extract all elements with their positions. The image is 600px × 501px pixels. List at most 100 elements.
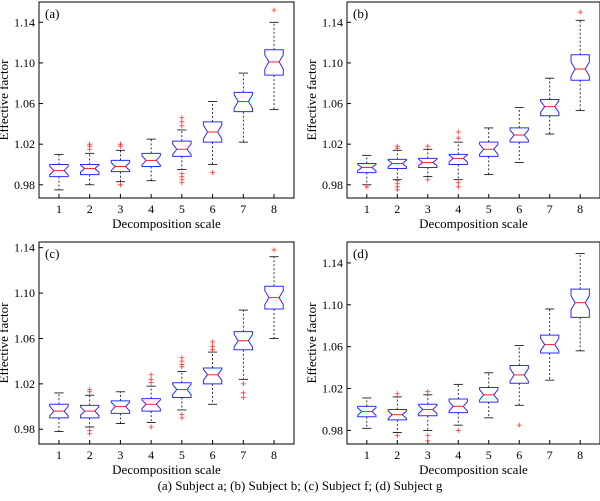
box-plot-item: [509, 345, 529, 428]
outlier-point: [117, 141, 123, 147]
outlier-point: [455, 129, 461, 135]
x-tick-label: 3: [117, 448, 123, 462]
x-tick-label: 2: [394, 202, 400, 216]
outlier-point: [240, 381, 246, 387]
x-tick-label: 1: [364, 448, 370, 462]
x-tick-label: 8: [577, 202, 583, 216]
panel-label: (a): [45, 6, 59, 21]
outlier-point: [179, 171, 185, 177]
outlier-point: [394, 433, 400, 439]
y-tick-label: 1.10: [322, 56, 343, 70]
box-plot-item: [357, 154, 377, 190]
box: [448, 153, 468, 165]
x-tick-label: 4: [455, 202, 461, 216]
y-tick-label: 0.98: [322, 178, 343, 192]
box: [233, 91, 254, 113]
box: [509, 365, 529, 384]
box: [172, 140, 192, 157]
y-tick-label: 0.98: [14, 422, 35, 436]
panel-b: (b) 0.98 1.02 1.06 1.10 1.14 1 2 3 4 5 6 7 8 Decomposi…: [304, 1, 600, 231]
box-plot-item: [264, 247, 284, 339]
outlier-point: [455, 180, 461, 186]
y-tick-label: 1.14: [14, 241, 35, 255]
outlier-point: [87, 141, 93, 147]
box: [387, 408, 407, 421]
x-tick-label: 3: [425, 448, 431, 462]
box: [357, 405, 377, 418]
box: [172, 382, 192, 398]
plot-frame: [38, 1, 295, 199]
box-plot-item: [172, 355, 192, 421]
panel-label: (d): [353, 246, 368, 261]
y-tick-label: 1.10: [14, 286, 35, 300]
y-tick-label: 1.06: [322, 97, 343, 111]
outlier-point: [271, 7, 277, 13]
outlier-point: [394, 143, 400, 149]
box-plot-item: [387, 143, 407, 193]
outlier-point: [455, 135, 461, 141]
x-tick-label: 7: [240, 202, 246, 216]
box-plot-item: [479, 127, 499, 176]
box: [202, 367, 223, 385]
box: [202, 121, 223, 143]
box-plot-item: [141, 372, 161, 430]
outlier-point: [455, 427, 461, 433]
box: [79, 404, 100, 419]
outlier-point: [394, 178, 400, 184]
box-plot-item: [540, 77, 560, 135]
panel-a: (a) 0.98 1.02 1.06 1.10 1.14 1 2 3 4 5 6 7 8 Decomposi…: [0, 1, 295, 231]
x-tick-label: 1: [364, 202, 370, 216]
y-tick-label: 1.06: [322, 340, 343, 354]
y-tick-label: 0.98: [14, 178, 35, 192]
outlier-point: [210, 343, 216, 349]
box-plot-item: [79, 141, 100, 186]
y-tick-label: 1.06: [14, 97, 35, 111]
box-plot-item: [509, 107, 529, 163]
y-tick-label: 1.02: [14, 137, 35, 151]
box: [418, 157, 438, 169]
x-tick-label: 1: [56, 202, 62, 216]
outlier-point: [148, 372, 154, 378]
outlier-point: [364, 184, 370, 190]
outlier-point: [179, 411, 185, 417]
box-plot-item: [110, 141, 131, 188]
y-axis-label: Effective factor: [0, 59, 11, 141]
box: [509, 127, 529, 143]
x-tick-label: 2: [394, 448, 400, 462]
box: [418, 403, 438, 417]
box-plot-item: [418, 389, 438, 444]
box: [479, 141, 499, 157]
y-tick-label: 0.98: [322, 423, 343, 437]
box: [540, 98, 560, 117]
x-tick-label: 8: [271, 202, 277, 216]
x-tick-label: 4: [148, 448, 154, 462]
box-plot-item: [49, 153, 69, 191]
box-plot-item: [141, 138, 161, 182]
y-tick-label: 1.02: [322, 137, 343, 151]
box-plot-item: [110, 391, 131, 424]
box: [264, 285, 284, 310]
box-plot-item: [79, 387, 100, 437]
box-plot-item: [448, 129, 468, 190]
x-tick-label: 2: [87, 202, 93, 216]
panel-label: (c): [45, 246, 59, 261]
outlier-point: [148, 424, 154, 430]
box: [570, 54, 590, 81]
x-tick-label: 1: [56, 448, 62, 462]
box: [49, 163, 69, 178]
box: [264, 49, 284, 76]
outlier-point: [179, 115, 185, 121]
outlier-point: [516, 422, 522, 428]
box: [387, 158, 407, 170]
outlier-point: [179, 355, 185, 361]
y-tick-label: 1.14: [14, 15, 35, 29]
y-axis-label: Effective factor: [304, 59, 319, 141]
x-tick-label: 6: [210, 202, 216, 216]
x-axis-label: Decomposition scale: [112, 462, 221, 477]
box: [448, 398, 468, 414]
panel-label: (b): [353, 6, 368, 21]
x-axis-label: Decomposition scale: [419, 462, 528, 477]
outlier-point: [394, 391, 400, 397]
x-tick-label: 3: [425, 202, 431, 216]
box: [357, 162, 377, 174]
